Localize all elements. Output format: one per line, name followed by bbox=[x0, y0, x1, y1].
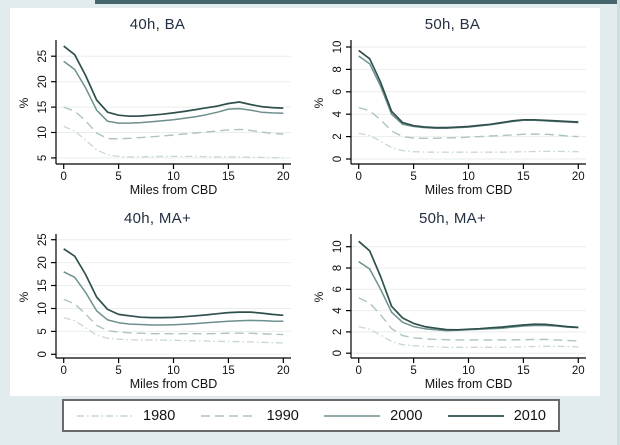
legend-label: 2000 bbox=[390, 407, 423, 424]
legend-label: 1990 bbox=[266, 407, 299, 424]
legend-entry-1990: 1990 bbox=[200, 408, 299, 424]
svg-text:15: 15 bbox=[517, 365, 530, 377]
svg-text:20: 20 bbox=[37, 75, 49, 88]
legend-line-1990-icon bbox=[200, 414, 257, 417]
legend-line-2010-icon bbox=[447, 414, 504, 417]
svg-text:Miles from CBD: Miles from CBD bbox=[425, 183, 513, 197]
svg-text:25: 25 bbox=[37, 50, 49, 63]
legend-entry-2000: 2000 bbox=[323, 408, 422, 424]
svg-text:%: % bbox=[312, 97, 326, 108]
svg-text:5: 5 bbox=[37, 328, 49, 334]
svg-text:0: 0 bbox=[355, 171, 361, 183]
chart-card: 40h, BA 5 10 15 20 25 0 5 10 15 20% Miles from CBD… bbox=[10, 8, 600, 396]
legend-line-2000-icon bbox=[324, 414, 381, 417]
svg-text:10: 10 bbox=[167, 171, 180, 183]
svg-text:0: 0 bbox=[332, 156, 344, 162]
svg-text:Miles from CBD: Miles from CBD bbox=[130, 377, 218, 391]
plot-40h-ma: 0 5 10 15 20 25 0 5 10 15 20% Miles from CBD bbox=[17, 233, 291, 391]
svg-text:%: % bbox=[17, 97, 31, 108]
svg-text:20: 20 bbox=[277, 365, 290, 377]
svg-text:20: 20 bbox=[37, 256, 49, 269]
legend-label: 1980 bbox=[143, 407, 176, 424]
svg-text:Miles from CBD: Miles from CBD bbox=[425, 377, 513, 391]
svg-text:4: 4 bbox=[332, 110, 344, 117]
svg-text:15: 15 bbox=[37, 279, 49, 292]
svg-text:0: 0 bbox=[60, 365, 66, 377]
svg-text:0: 0 bbox=[355, 365, 361, 377]
svg-text:10: 10 bbox=[37, 126, 49, 139]
panel-title: 40h, MA+ bbox=[123, 210, 192, 227]
panel-title: 50h, BA bbox=[424, 16, 481, 33]
panel-title: 40h, BA bbox=[129, 16, 186, 33]
svg-text:0: 0 bbox=[37, 351, 49, 357]
panel-40h-ma: 40h, MA+ 0 5 10 15 20 25 0 5 10 15 20% Miles from C… bbox=[10, 202, 305, 396]
svg-text:10: 10 bbox=[332, 41, 344, 54]
svg-text:2: 2 bbox=[332, 133, 344, 139]
plot-40h-ba: 5 10 15 20 25 0 5 10 15 20% Miles from CBD bbox=[17, 40, 291, 197]
svg-text:8: 8 bbox=[332, 66, 344, 72]
legend-label: 2010 bbox=[513, 407, 546, 424]
svg-text:15: 15 bbox=[517, 171, 530, 183]
svg-text:5: 5 bbox=[115, 365, 121, 377]
svg-text:15: 15 bbox=[222, 171, 235, 183]
svg-text:%: % bbox=[312, 291, 326, 302]
svg-text:0: 0 bbox=[332, 350, 344, 356]
svg-text:10: 10 bbox=[167, 365, 180, 377]
plot-50h-ba: 0 2 4 6 8 10 0 5 10 15 20% Miles from CBD bbox=[312, 40, 586, 197]
panel-title: 50h, MA+ bbox=[418, 210, 487, 227]
svg-text:2: 2 bbox=[332, 329, 344, 335]
svg-text:10: 10 bbox=[37, 302, 49, 315]
svg-text:5: 5 bbox=[37, 155, 49, 161]
panel-50h-ba: 50h, BA 0 2 4 6 8 10 0 5 10 15 20% Miles from CBD bbox=[305, 8, 600, 202]
svg-text:20: 20 bbox=[572, 365, 585, 377]
svg-text:10: 10 bbox=[462, 171, 475, 183]
legend-entry-1980: 1980 bbox=[76, 408, 175, 424]
svg-text:8: 8 bbox=[332, 265, 344, 271]
svg-text:Miles from CBD: Miles from CBD bbox=[130, 183, 218, 197]
svg-text:10: 10 bbox=[462, 365, 475, 377]
panel-50h-ma: 50h, MA+ 0 2 4 6 8 10 0 5 10 15 20% Miles from CBD bbox=[305, 202, 600, 396]
svg-text:15: 15 bbox=[222, 365, 235, 377]
svg-text:15: 15 bbox=[37, 101, 49, 114]
svg-text:6: 6 bbox=[332, 89, 344, 95]
svg-text:6: 6 bbox=[332, 286, 344, 292]
plot-50h-ma: 0 2 4 6 8 10 0 5 10 15 20% Miles from CBD bbox=[312, 234, 586, 391]
svg-text:%: % bbox=[17, 291, 31, 302]
window-edge-strip bbox=[95, 0, 620, 4]
svg-text:20: 20 bbox=[277, 171, 290, 183]
legend: 1980 1990 2000 2010 bbox=[62, 399, 560, 432]
legend-line-1980-icon bbox=[77, 414, 133, 417]
svg-text:5: 5 bbox=[410, 365, 416, 377]
svg-text:10: 10 bbox=[332, 240, 344, 253]
svg-text:25: 25 bbox=[37, 233, 49, 246]
legend-entry-2010: 2010 bbox=[447, 408, 546, 424]
right-edge-strip bbox=[617, 0, 620, 445]
svg-text:20: 20 bbox=[572, 171, 585, 183]
svg-text:4: 4 bbox=[332, 307, 344, 314]
svg-text:5: 5 bbox=[115, 171, 121, 183]
panel-40h-ba: 40h, BA 5 10 15 20 25 0 5 10 15 20% Miles from CBD bbox=[10, 8, 305, 202]
svg-text:5: 5 bbox=[410, 171, 416, 183]
svg-text:0: 0 bbox=[60, 171, 66, 183]
